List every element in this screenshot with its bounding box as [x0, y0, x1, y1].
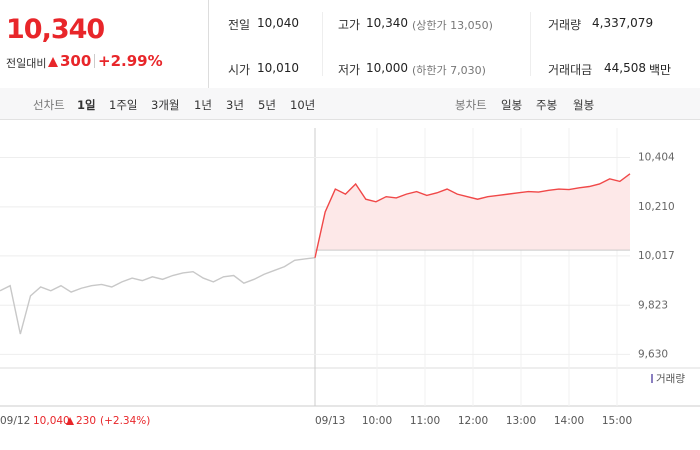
legend-swatch	[651, 374, 653, 383]
tab-label: 봉차트	[455, 98, 487, 112]
y-tick-label: 9,630	[638, 348, 668, 360]
tab[interactable]: 3개월	[151, 98, 180, 112]
x-tick-label: 13:00	[506, 415, 536, 427]
info-note: (상한가 13,050)	[412, 19, 493, 32]
x-tick-label: 15:00	[602, 415, 632, 427]
info-value: 10,040	[257, 16, 299, 30]
prev-close: 10,040	[33, 415, 70, 427]
tab[interactable]: 1년	[194, 98, 212, 112]
y-tick-label: 10,017	[638, 250, 675, 262]
info-value: 4,337,079	[592, 16, 654, 30]
info-label: 거래량	[548, 18, 582, 32]
x-tick-label: 09/12	[0, 415, 30, 427]
x-tick-label: 14:00	[554, 415, 584, 427]
tab[interactable]: 3년	[226, 98, 244, 112]
area	[315, 173, 630, 258]
volume-label: 거래량	[656, 373, 685, 385]
info-label: 고가	[338, 18, 361, 32]
tab[interactable]: 월봉	[573, 98, 595, 112]
info-value: 10,340	[366, 16, 408, 30]
x-tick-label: 12:00	[458, 415, 488, 427]
info-unit: 백만	[649, 63, 672, 77]
x-tick-label: 09/13	[315, 415, 345, 427]
y-tick-label: 9,823	[638, 299, 668, 311]
info-value: 10,010	[257, 61, 299, 75]
tab-label: 선차트	[33, 98, 65, 112]
info-note: (하한가 7,030)	[412, 64, 486, 77]
info-label: 거래대금	[548, 63, 593, 77]
line	[314, 173, 631, 258]
info-label: 시가	[228, 63, 251, 77]
up-arrow	[48, 57, 58, 67]
y-tick-label: 10,404	[638, 152, 675, 164]
tab[interactable]: 주봉	[536, 98, 558, 112]
info-label: 저가	[338, 63, 361, 77]
x-tick-label: 10:00	[362, 415, 392, 427]
prev-change: 230	[76, 415, 96, 427]
up-arrow	[66, 417, 74, 425]
y-tick-label: 10,210	[638, 201, 675, 213]
info-value: 44,508	[604, 61, 646, 75]
chart: 거래량 10,404 10,210 10,017 9,823 9,630 09/12 09/…	[0, 128, 700, 427]
price: 10,340	[6, 14, 105, 45]
tab-bar	[0, 88, 700, 120]
header: 10,340 전일대비 300 +2.99% 전일 10,040 고가 10,3…	[0, 0, 700, 89]
change-label: 전일대비	[6, 57, 47, 70]
tab[interactable]: 일봉	[501, 98, 523, 112]
change: 300	[60, 52, 92, 70]
info-label: 전일	[228, 18, 251, 32]
divider	[530, 12, 531, 76]
x-tick-label: 11:00	[410, 415, 440, 427]
line	[0, 257, 316, 335]
tab[interactable]: 10년	[290, 98, 316, 112]
info-value: 10,000	[366, 61, 408, 75]
divider	[94, 54, 95, 68]
prev-rate: (+2.34%)	[100, 415, 150, 427]
tab[interactable]: 5년	[258, 98, 276, 112]
divider	[208, 0, 209, 88]
tab[interactable]: 1주일	[109, 98, 138, 112]
change-rate: +2.99%	[98, 52, 163, 70]
divider	[322, 12, 323, 76]
tab[interactable]: 1일	[77, 98, 96, 112]
